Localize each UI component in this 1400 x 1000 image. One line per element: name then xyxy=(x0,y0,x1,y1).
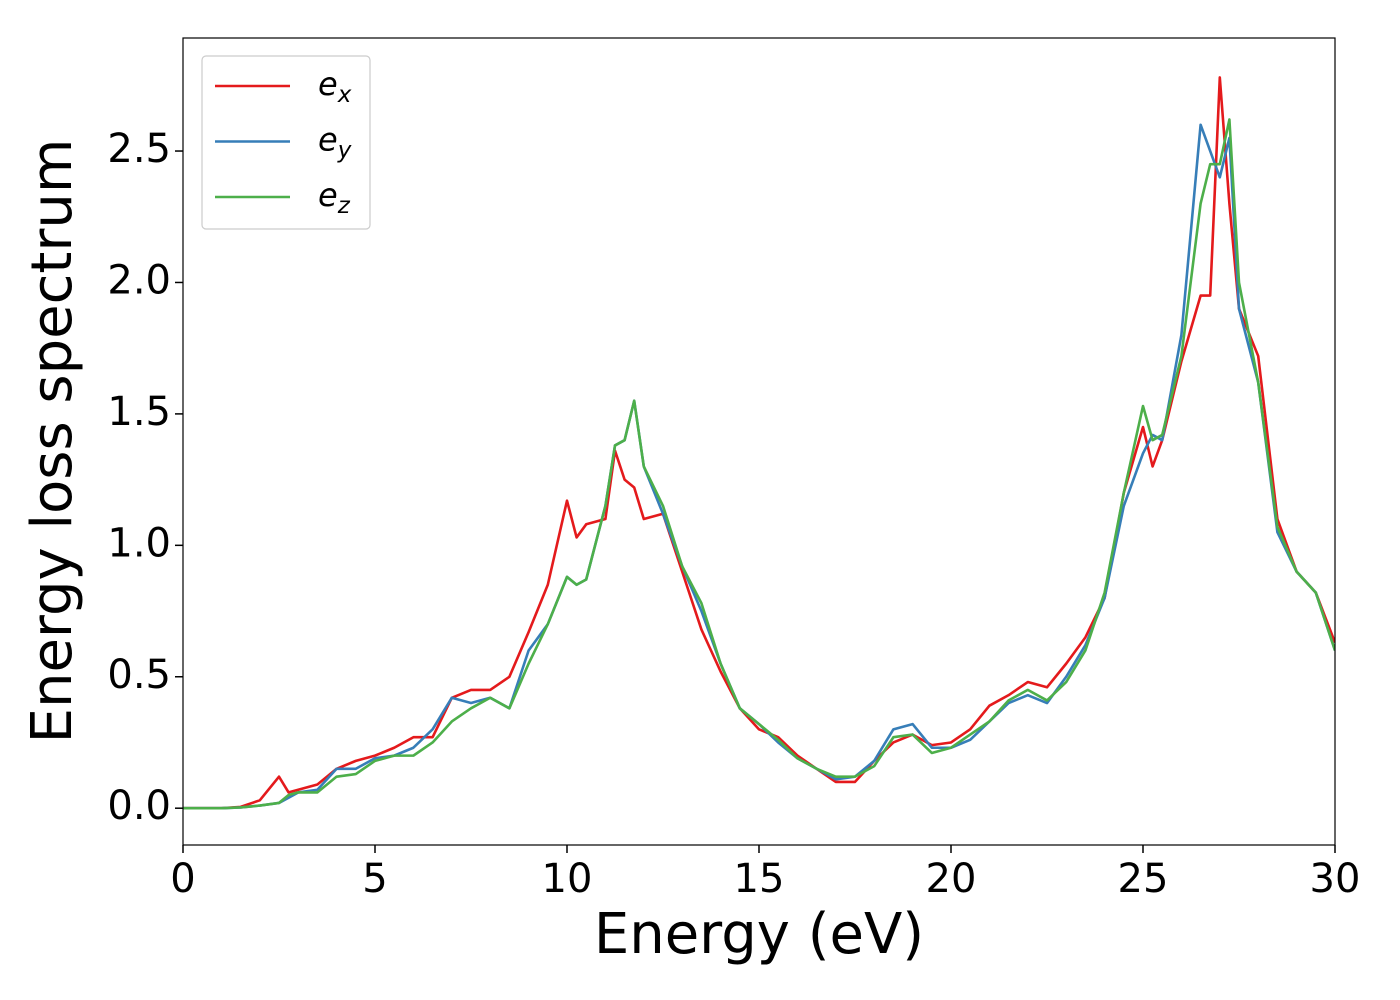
x-tick-label: 10 xyxy=(542,856,593,902)
x-tick-label: 20 xyxy=(926,856,977,902)
y-tick-label: 2.5 xyxy=(107,126,171,172)
legend-label: ez xyxy=(318,176,351,219)
x-tick-label: 0 xyxy=(170,856,195,902)
legend-label: ex xyxy=(318,65,352,108)
y-tick-label: 1.0 xyxy=(107,520,171,566)
y-tick-label: 1.5 xyxy=(107,389,171,435)
x-tick-label: 15 xyxy=(734,856,785,902)
x-tick-label: 5 xyxy=(362,856,387,902)
legend-label: ey xyxy=(318,121,352,164)
y-axis-label: Energy loss spectrum xyxy=(20,139,85,744)
y-tick-label: 2.0 xyxy=(107,257,171,303)
y-tick-label: 0.5 xyxy=(107,652,171,698)
y-tick-label: 0.0 xyxy=(107,783,171,829)
x-axis-label: Energy (eV) xyxy=(594,902,924,967)
x-tick-label: 30 xyxy=(1310,856,1361,902)
series-line xyxy=(183,118,1335,810)
x-tick-label: 25 xyxy=(1118,856,1169,902)
plot-frame xyxy=(182,37,1336,846)
